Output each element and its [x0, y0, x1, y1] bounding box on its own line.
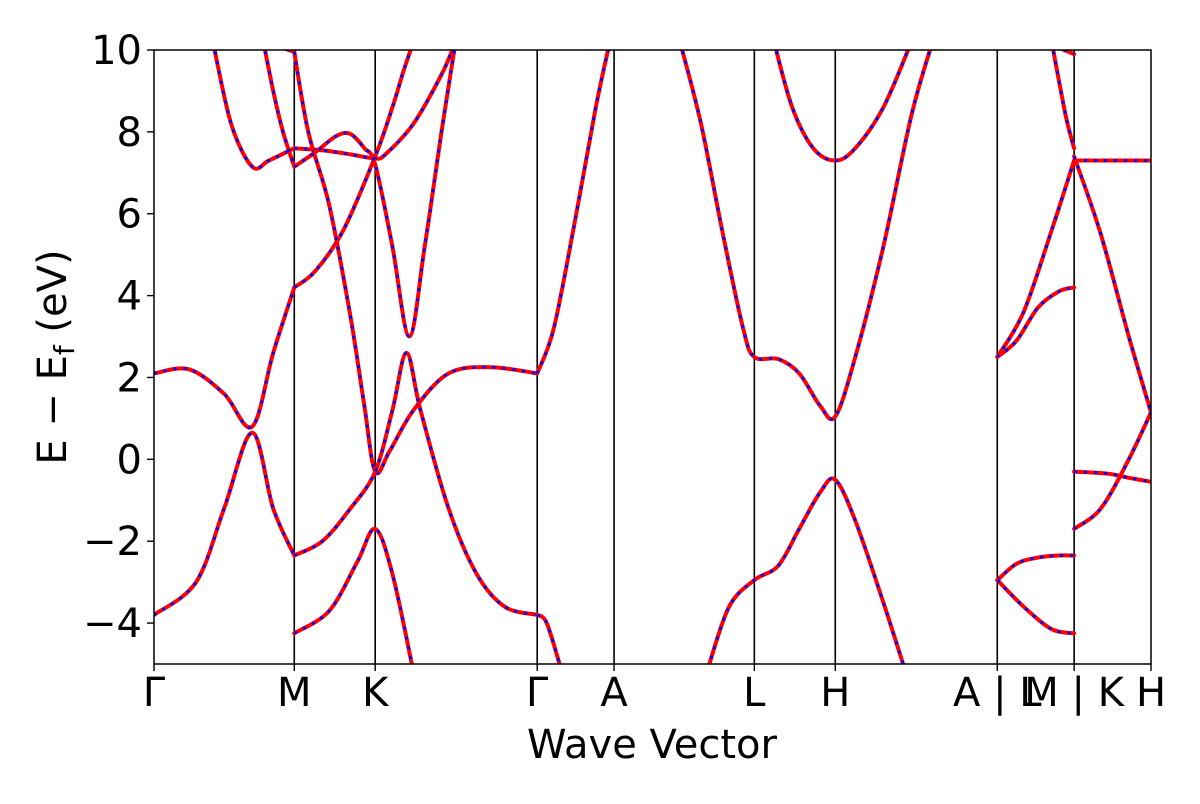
- band-line-23: [1072, 154, 1151, 415]
- y-axis-ticks: −4 −2 0 2 4 6 8 10: [83, 28, 154, 647]
- band-line-13: [680, 50, 933, 422]
- band-line-2: [212, 50, 297, 171]
- x-axis-label: Wave Vector: [527, 722, 778, 768]
- band-line-10: [292, 526, 414, 664]
- band-line-overlay-13: [680, 50, 932, 421]
- y-tick-label-4: 4: [117, 274, 142, 320]
- x-tick-label-4: A: [600, 670, 628, 716]
- band-line-overlay-0: [154, 286, 296, 430]
- band-line-0: [154, 285, 297, 430]
- y-axis-label-subscript: f: [48, 344, 81, 355]
- band-lines: [154, 50, 1151, 664]
- band-line-16: [995, 285, 1077, 359]
- y-axis-label-main: E − E: [30, 355, 76, 465]
- band-line-5: [292, 50, 413, 290]
- band-line-9: [292, 350, 540, 617]
- band-line-overlay-19: [996, 579, 1075, 635]
- plot-frame: [153, 49, 1152, 665]
- x-tick-label-5: L: [743, 670, 766, 716]
- band-line-overlay-10: [293, 527, 414, 664]
- y-tick-label-3: 2: [117, 355, 142, 401]
- y-tick-label-6: 8: [117, 110, 142, 156]
- band-line-overlay-2: [213, 50, 295, 171]
- band-line-1: [154, 430, 297, 617]
- band-line-17: [995, 158, 1077, 359]
- x-tick-label-0: Γ: [143, 670, 166, 716]
- x-tick-label-3: Γ: [526, 670, 549, 716]
- band-line-overlay-20: [1051, 50, 1076, 149]
- y-tick-label-1: −2: [83, 519, 142, 565]
- band-line-overlay-5: [293, 50, 413, 289]
- band-line-14: [774, 50, 911, 163]
- band-line-11: [535, 50, 611, 376]
- y-axis-label-unit: (eV): [30, 249, 76, 345]
- x-tick-label-2: K: [362, 670, 390, 716]
- band-line-overlay-12: [536, 613, 562, 664]
- band-line-4: [282, 50, 297, 54]
- x-tick-label-7: A | L: [953, 670, 1042, 716]
- y-tick-label-7: 10: [91, 28, 142, 74]
- x-tick-label-8: M | K: [1024, 670, 1125, 716]
- band-line-25: [1072, 469, 1151, 484]
- band-line-18: [995, 553, 1077, 583]
- y-tick-label-5: 6: [117, 192, 142, 238]
- band-line-overlay-17: [996, 160, 1076, 358]
- band-line-overlay-23: [1072, 155, 1151, 413]
- band-line-3: [262, 50, 297, 169]
- band-line-overlay-3: [263, 50, 296, 168]
- y-tick-label-0: −4: [83, 601, 142, 647]
- x-tick-label-6: H: [820, 670, 850, 716]
- band-line-15: [707, 476, 906, 664]
- band-line-overlay-6: [294, 50, 454, 161]
- x-tick-label-9: H: [1136, 670, 1166, 716]
- band-line-overlay-14: [774, 50, 910, 163]
- band-line-19: [995, 578, 1077, 636]
- band-line-overlay-15: [707, 477, 905, 664]
- band-line-7: [292, 50, 540, 476]
- band-line-overlay-8: [293, 50, 456, 339]
- band-line-21: [1059, 50, 1077, 57]
- x-tick-label-1: M: [277, 670, 312, 716]
- y-axis-label: E − Ef (eV): [30, 249, 81, 464]
- band-line-overlay-1: [154, 431, 296, 617]
- band-line-overlay-24: [1073, 411, 1151, 531]
- y-tick-label-2: 0: [117, 437, 142, 483]
